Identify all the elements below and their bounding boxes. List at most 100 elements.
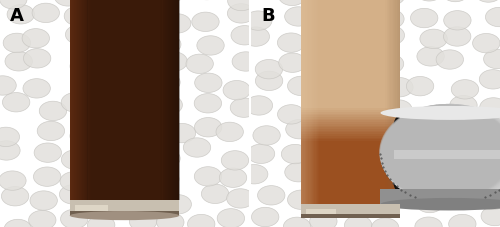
Ellipse shape: [220, 168, 246, 188]
Text: A: A: [10, 7, 24, 25]
Ellipse shape: [380, 104, 500, 204]
Ellipse shape: [480, 190, 500, 210]
Bar: [301, 128, 400, 129]
Ellipse shape: [384, 185, 411, 205]
Bar: [313, 0, 314, 204]
Ellipse shape: [0, 0, 27, 10]
Ellipse shape: [348, 97, 375, 116]
Bar: [171, 0, 172, 200]
Bar: [304, 0, 306, 204]
Ellipse shape: [60, 209, 88, 227]
Bar: [301, 136, 400, 138]
Bar: [393, 0, 394, 204]
Ellipse shape: [126, 0, 152, 4]
Bar: [173, 0, 174, 200]
Bar: [301, 116, 400, 118]
Bar: [71, 0, 72, 200]
Bar: [306, 209, 336, 216]
Ellipse shape: [98, 35, 125, 54]
Ellipse shape: [202, 184, 229, 204]
Ellipse shape: [32, 4, 60, 23]
Ellipse shape: [380, 104, 500, 202]
Ellipse shape: [194, 167, 222, 186]
Ellipse shape: [474, 148, 500, 167]
Bar: [301, 134, 400, 136]
Ellipse shape: [152, 170, 179, 189]
Ellipse shape: [37, 122, 64, 141]
Ellipse shape: [252, 207, 279, 227]
Ellipse shape: [248, 144, 274, 164]
Bar: [399, 0, 400, 204]
Bar: [178, 0, 179, 200]
Ellipse shape: [380, 104, 500, 202]
Ellipse shape: [318, 75, 345, 94]
Ellipse shape: [416, 193, 444, 213]
Bar: [84, 0, 86, 200]
Ellipse shape: [448, 214, 476, 227]
Ellipse shape: [288, 77, 315, 96]
Bar: [380, 189, 500, 204]
Ellipse shape: [120, 54, 147, 74]
Ellipse shape: [134, 28, 161, 47]
Ellipse shape: [377, 27, 404, 46]
Ellipse shape: [417, 47, 444, 67]
Bar: [174, 0, 175, 200]
Bar: [301, 0, 400, 109]
Bar: [169, 0, 170, 200]
Ellipse shape: [450, 96, 477, 115]
Ellipse shape: [453, 186, 480, 205]
Ellipse shape: [278, 54, 306, 73]
Ellipse shape: [451, 151, 478, 171]
Ellipse shape: [380, 198, 500, 211]
Ellipse shape: [388, 121, 415, 140]
Bar: [73, 0, 74, 200]
Bar: [72, 0, 73, 200]
Bar: [301, 113, 400, 114]
Ellipse shape: [188, 215, 215, 227]
Bar: [301, 214, 400, 218]
Ellipse shape: [30, 191, 58, 210]
Ellipse shape: [406, 77, 434, 96]
Bar: [301, 126, 400, 128]
Ellipse shape: [62, 150, 88, 170]
Bar: [301, 139, 400, 141]
Bar: [170, 0, 171, 200]
Ellipse shape: [442, 0, 469, 3]
Bar: [301, 114, 400, 116]
Ellipse shape: [415, 217, 442, 227]
Bar: [389, 0, 390, 204]
Ellipse shape: [380, 105, 500, 202]
Bar: [316, 0, 317, 204]
Ellipse shape: [314, 37, 342, 57]
Ellipse shape: [452, 80, 478, 100]
Ellipse shape: [153, 73, 180, 93]
Bar: [390, 0, 392, 204]
Text: B: B: [261, 7, 274, 25]
Bar: [301, 125, 400, 126]
Bar: [301, 104, 400, 106]
Ellipse shape: [444, 12, 471, 31]
Ellipse shape: [242, 28, 270, 47]
Ellipse shape: [278, 34, 305, 53]
Ellipse shape: [23, 79, 50, 99]
Ellipse shape: [320, 0, 347, 6]
Ellipse shape: [421, 173, 448, 192]
Bar: [175, 0, 176, 200]
Ellipse shape: [380, 104, 500, 203]
Ellipse shape: [231, 27, 258, 46]
Bar: [301, 121, 400, 123]
Ellipse shape: [384, 100, 412, 120]
Bar: [301, 129, 400, 131]
Ellipse shape: [130, 15, 158, 34]
Ellipse shape: [155, 96, 182, 115]
Ellipse shape: [478, 117, 500, 136]
Ellipse shape: [4, 219, 32, 227]
Bar: [301, 122, 400, 123]
Bar: [306, 0, 307, 204]
Ellipse shape: [348, 196, 376, 215]
Ellipse shape: [194, 94, 222, 114]
Bar: [162, 0, 164, 200]
Bar: [301, 128, 400, 129]
Bar: [70, 200, 180, 216]
Ellipse shape: [0, 171, 26, 190]
